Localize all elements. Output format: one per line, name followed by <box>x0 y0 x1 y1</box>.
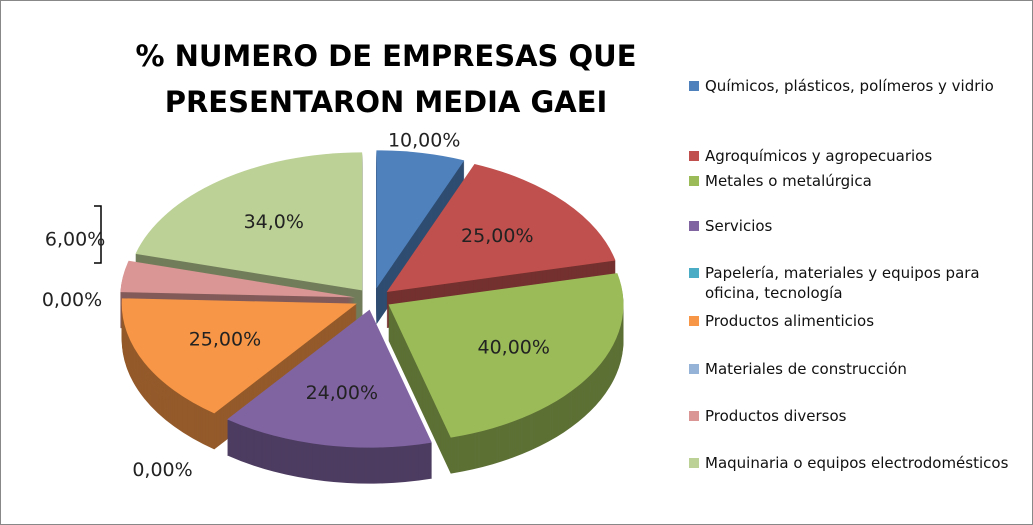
legend-swatch <box>689 151 699 161</box>
legend-swatch <box>689 81 699 91</box>
legend-swatch <box>689 364 699 374</box>
legend-label: Metales o metalúrgica <box>705 172 872 190</box>
data-label: 6,00% <box>45 228 105 250</box>
slice <box>121 298 357 414</box>
leader-line <box>94 205 102 264</box>
slice-side-layer <box>120 295 356 301</box>
legend-item: Metales o metalúrgica <box>689 171 1032 191</box>
slice <box>135 152 363 291</box>
chart-title: % NUMERO DE EMPRESAS QUE PRESENTARON MED… <box>135 39 637 119</box>
legend-swatch <box>689 411 699 421</box>
data-label: 24,00% <box>306 382 378 404</box>
slice <box>386 163 616 292</box>
legend-item: Servicios <box>689 216 1032 236</box>
legend-label: Materiales de construcción <box>705 360 907 378</box>
legend-item: Productos alimenticios <box>689 311 1032 331</box>
slice <box>388 273 624 438</box>
data-label: 0,00% <box>132 459 192 481</box>
legend-item: Maquinaria o equipos electrodomésticos <box>689 453 1032 473</box>
data-label: 25,00% <box>189 329 261 351</box>
slice <box>120 293 356 299</box>
legend-swatch <box>689 176 699 186</box>
slice <box>227 309 432 448</box>
slice-side-layer <box>120 294 356 300</box>
legend-label: Servicios <box>705 217 773 235</box>
data-label: 40,00% <box>477 337 549 359</box>
legend-item: Agroquímicos y agropecuarios <box>689 146 1032 166</box>
slice-side-layer <box>120 297 356 303</box>
legend-label: Químicos, plásticos, polímeros y vidrio <box>705 77 994 95</box>
legend-label: Papelería, materiales y equipos para ofi… <box>705 264 980 302</box>
legend-label: Productos alimenticios <box>705 312 875 330</box>
legend-swatch <box>689 221 699 231</box>
legend-item: Papelería, materiales y equipos para ofi… <box>689 263 1032 303</box>
data-label: 25,00% <box>461 225 533 247</box>
data-label: 0,00% <box>42 289 102 311</box>
data-label: 10,00% <box>388 130 460 152</box>
slice-side-layer <box>120 296 356 302</box>
legend-label: Maquinaria o equipos electrodomésticos <box>705 454 1009 472</box>
legend-swatch <box>689 458 699 468</box>
legend-swatch <box>689 316 699 326</box>
legend-label: Productos diversos <box>705 407 847 425</box>
data-label: 34,0% <box>244 211 304 233</box>
slice <box>376 150 465 289</box>
legend-label: Agroquímicos y agropecuarios <box>705 147 933 165</box>
slice <box>120 260 356 298</box>
legend-item: Materiales de construcción <box>689 359 1032 379</box>
legend-swatch <box>689 268 699 278</box>
legend-item: Químicos, plásticos, polímeros y vidrio <box>689 76 1032 96</box>
legend-item: Productos diversos <box>689 406 1032 426</box>
